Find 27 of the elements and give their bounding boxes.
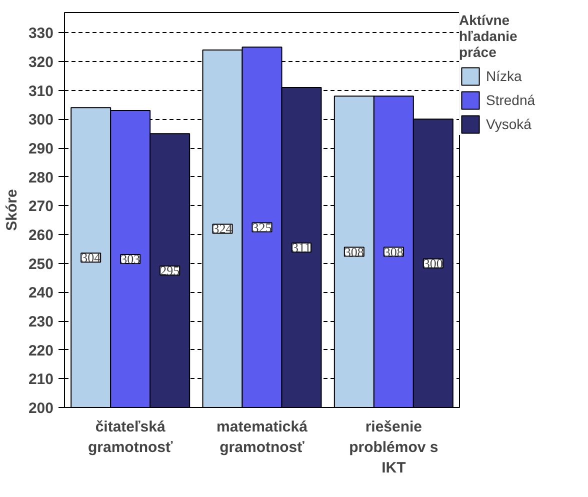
y-tick-label: 310 xyxy=(28,82,54,100)
y-tick-label: 270 xyxy=(28,198,54,216)
y-tick-label: 280 xyxy=(28,169,54,186)
y-tick-label: 260 xyxy=(28,227,54,244)
legend-label: Vysoká xyxy=(486,116,532,132)
legend-label: Stredná xyxy=(486,92,536,108)
y-tick-label: 220 xyxy=(28,342,54,360)
data-label: 308 xyxy=(384,244,404,260)
x-tick-label: riešenie problémov s IKT xyxy=(349,418,438,476)
data-label: 300 xyxy=(423,256,443,271)
data-label: 311 xyxy=(292,240,312,255)
y-tick-label: 330 xyxy=(28,25,54,42)
x-tick-label: matematická gramotnosť xyxy=(216,418,308,456)
y-tick-label: 320 xyxy=(28,54,54,72)
data-label: 308 xyxy=(344,244,364,260)
y-tick-label: 200 xyxy=(28,400,54,417)
y-tick-label: 300 xyxy=(28,112,54,129)
x-tick-label: čitateľská gramotnosť xyxy=(88,418,174,456)
y-tick-label: 210 xyxy=(28,371,54,388)
y-axis-title: Skóre xyxy=(3,189,20,231)
y-tick-label: 290 xyxy=(28,140,54,158)
y-tick-label: 250 xyxy=(28,256,54,273)
legend-title: Aktívne hľadanie práce xyxy=(459,12,518,60)
data-label: 295 xyxy=(160,263,180,278)
legend-label: Nízka xyxy=(486,68,522,84)
y-tick-label: 230 xyxy=(28,314,54,331)
y-tick-label: 240 xyxy=(28,284,54,302)
